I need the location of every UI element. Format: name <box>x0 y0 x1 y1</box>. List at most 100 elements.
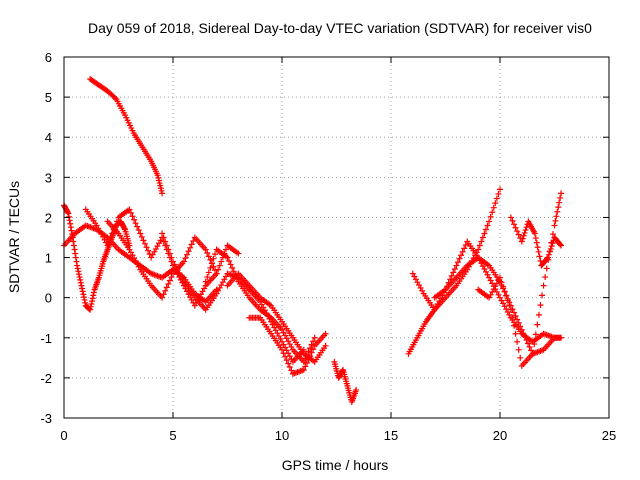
data-point <box>495 190 502 197</box>
data-point <box>207 256 214 263</box>
data-point <box>207 264 214 271</box>
data-point <box>208 260 215 267</box>
data-point <box>518 238 525 245</box>
data-point <box>450 269 457 276</box>
data-point <box>106 238 113 245</box>
data-point <box>165 246 172 253</box>
data-point <box>555 204 562 211</box>
data-point <box>205 253 212 260</box>
data-point <box>140 237 147 244</box>
data-point <box>65 213 72 220</box>
data-point <box>229 264 236 271</box>
data-point <box>184 251 191 258</box>
data-point <box>71 246 78 253</box>
data-point <box>72 250 79 257</box>
data-point <box>288 367 295 374</box>
data-point <box>549 231 556 238</box>
data-point <box>551 222 558 229</box>
data-point <box>521 333 528 340</box>
data-point <box>90 289 97 296</box>
data-point <box>168 274 175 281</box>
y-tick-label: -1 <box>40 331 52 346</box>
data-point <box>511 221 518 228</box>
data-point <box>302 363 309 370</box>
data-point <box>129 213 136 220</box>
data-point <box>204 274 211 281</box>
data-point <box>453 262 460 269</box>
data-point <box>551 334 558 341</box>
data-point <box>162 287 169 294</box>
data-point <box>212 251 219 258</box>
data-point <box>544 254 551 261</box>
data-point <box>552 217 559 224</box>
data-point <box>492 200 499 207</box>
data-point <box>546 248 553 255</box>
data-point <box>205 269 212 276</box>
data-point <box>461 245 468 252</box>
data-point <box>67 220 74 227</box>
data-point <box>300 366 307 373</box>
data-point <box>65 210 72 217</box>
data-point <box>127 209 134 216</box>
data-point <box>310 346 317 353</box>
data-point <box>534 244 541 251</box>
y-tick-label: -2 <box>40 371 52 386</box>
sat-track-1 <box>87 76 166 197</box>
data-point <box>126 206 133 213</box>
sat-track-14 <box>475 190 565 369</box>
data-point <box>557 194 564 201</box>
data-points <box>61 76 565 405</box>
data-point <box>163 242 170 249</box>
data-point <box>67 224 74 231</box>
data-point <box>165 280 172 287</box>
data-point <box>280 350 287 357</box>
data-point <box>448 272 455 279</box>
data-point <box>518 326 525 333</box>
data-point <box>230 268 237 275</box>
data-point <box>520 330 527 337</box>
data-point <box>532 235 539 242</box>
data-point <box>514 316 521 323</box>
data-point <box>215 266 222 273</box>
data-point <box>77 279 84 286</box>
data-point <box>507 214 514 221</box>
data-point <box>500 283 507 290</box>
data-point <box>339 368 346 375</box>
data-point <box>310 338 317 345</box>
data-point <box>534 321 541 328</box>
data-point <box>135 227 142 234</box>
data-point <box>456 255 463 262</box>
data-point <box>235 250 242 257</box>
data-point <box>210 255 217 262</box>
data-point <box>145 247 152 254</box>
data-point <box>89 295 96 302</box>
data-point <box>80 291 87 298</box>
data-point <box>282 353 289 360</box>
data-point <box>476 242 483 249</box>
data-point <box>87 306 94 313</box>
data-point <box>553 213 560 220</box>
data-point <box>512 330 519 337</box>
data-point <box>222 246 229 253</box>
data-point <box>515 231 522 238</box>
sat-track-12 <box>409 238 565 345</box>
data-point <box>285 360 292 367</box>
data-point <box>204 249 211 256</box>
sat-track-8 <box>224 270 329 365</box>
data-point <box>515 346 522 353</box>
data-point <box>134 223 141 230</box>
data-point <box>478 238 485 245</box>
data-point <box>451 266 458 273</box>
data-point <box>504 297 511 304</box>
data-point <box>535 311 542 318</box>
data-point <box>79 285 86 292</box>
data-point <box>531 341 538 348</box>
data-point <box>532 331 539 338</box>
data-point <box>305 356 312 363</box>
data-point <box>545 251 552 258</box>
data-point <box>131 216 138 223</box>
chart-title: Day 059 of 2018, Sidereal Day-to-day VTE… <box>88 20 592 36</box>
data-point <box>218 258 225 265</box>
data-point <box>141 240 148 247</box>
y-axis-label: SDTVAR / TECUs <box>6 181 22 293</box>
